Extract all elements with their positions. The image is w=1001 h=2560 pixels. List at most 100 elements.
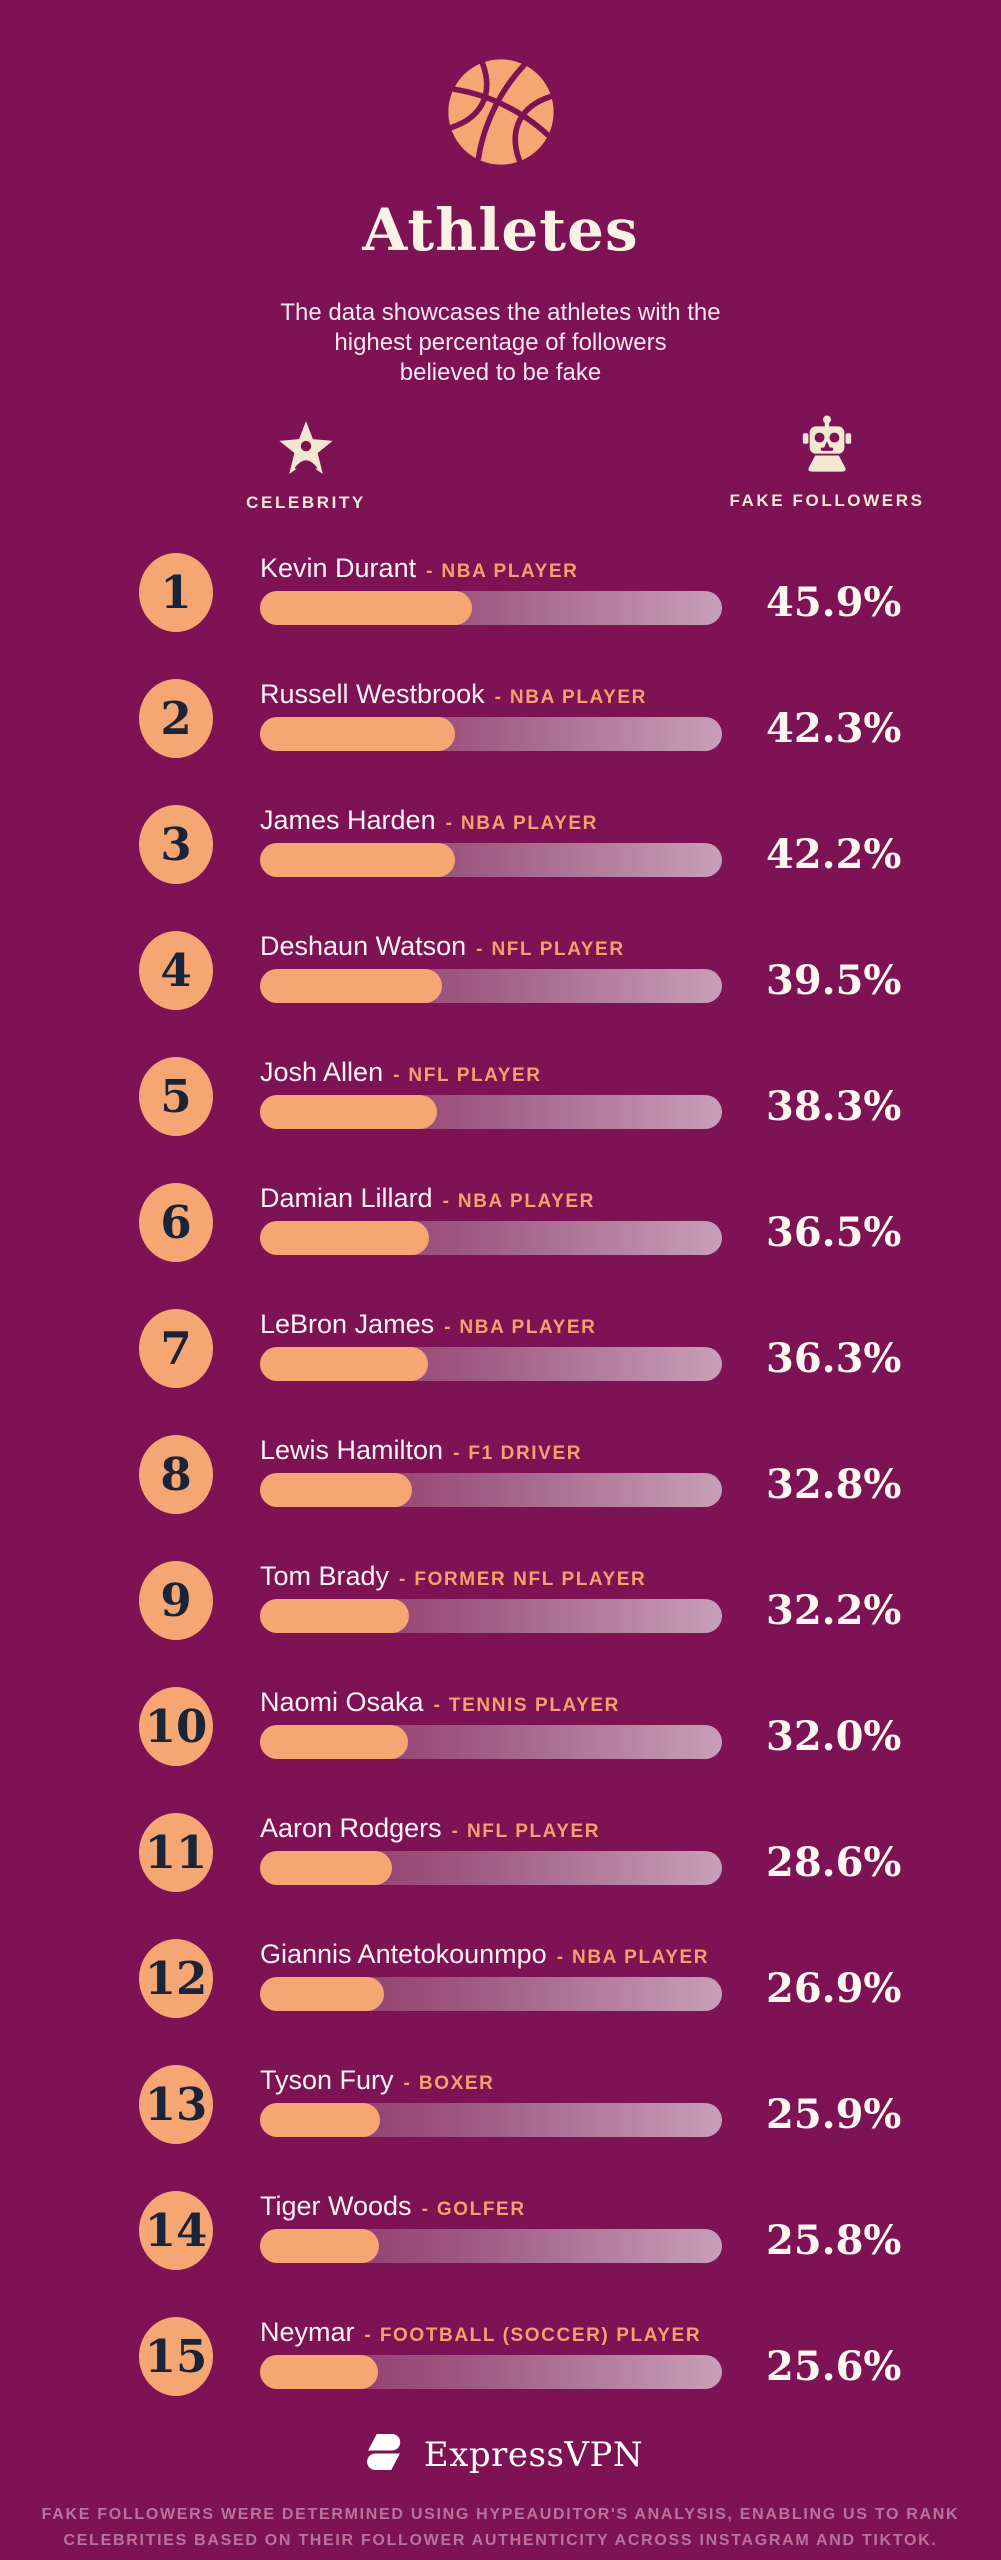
athlete-name: Damian Lillard xyxy=(260,1183,433,1213)
athlete-role: - NBA PLAYER xyxy=(557,1947,709,1969)
rank-badge: 1 xyxy=(139,553,213,632)
athlete-name-line: Aaron Rodgers - NFL PLAYER xyxy=(260,1813,722,1846)
name-role-separator: - xyxy=(399,1569,406,1590)
name-role-separator: - xyxy=(433,1695,440,1716)
athlete-role: - TENNIS PLAYER xyxy=(434,1695,620,1717)
page-subtitle: The data showcases the athletes with the… xyxy=(0,298,1001,388)
bar-track xyxy=(260,1473,722,1507)
athlete-name-line: Deshaun Watson - NFL PLAYER xyxy=(260,931,722,964)
athlete-name-line: Tom Brady - FORMER NFL PLAYER xyxy=(260,1561,722,1594)
athlete-name: James Harden xyxy=(260,805,436,835)
percentage-value: 36.5% xyxy=(766,1209,902,1256)
athlete-role: - NBA PLAYER xyxy=(446,813,598,835)
celebrity-column-header: CELEBRITY xyxy=(216,418,396,513)
name-role-separator: - xyxy=(442,1191,449,1212)
athlete-role: - NFL PLAYER xyxy=(476,939,625,961)
athlete-role-label: TENNIS PLAYER xyxy=(448,1695,620,1716)
athlete-row-main: Naomi Osaka - TENNIS PLAYER xyxy=(260,1687,722,1759)
rank-number: 4 xyxy=(160,944,192,997)
rank-badge: 9 xyxy=(139,1561,213,1640)
bar-track xyxy=(260,1977,722,2011)
athlete-name-line: James Harden - NBA PLAYER xyxy=(260,805,722,838)
athlete-role-label: NBA PLAYER xyxy=(441,561,579,582)
rank-number: 11 xyxy=(144,1826,208,1879)
athlete-name-line: Russell Westbrook - NBA PLAYER xyxy=(260,679,722,712)
name-role-separator: - xyxy=(453,1443,460,1464)
athlete-row: 14 Tiger Woods - GOLFER 25.8% xyxy=(139,2191,901,2270)
athlete-role: - FORMER NFL PLAYER xyxy=(399,1569,646,1591)
rank-badge: 13 xyxy=(139,2065,213,2144)
athlete-name-line: LeBron James - NBA PLAYER xyxy=(260,1309,722,1342)
rank-number: 15 xyxy=(144,2330,208,2383)
athlete-role-label: FOOTBALL (SOCCER) PLAYER xyxy=(379,2325,702,2346)
athlete-name: Aaron Rodgers xyxy=(260,1813,442,1843)
athlete-role: - FOOTBALL (SOCCER) PLAYER xyxy=(365,2325,702,2347)
athlete-row: 5 Josh Allen - NFL PLAYER 38.3% xyxy=(139,1057,901,1136)
athlete-name-line: Kevin Durant - NBA PLAYER xyxy=(260,553,722,586)
bar-track xyxy=(260,591,722,625)
rank-badge: 8 xyxy=(139,1435,213,1514)
bar-fill xyxy=(260,2355,379,2389)
athlete-row-main: Lewis Hamilton - F1 DRIVER xyxy=(260,1435,722,1507)
name-role-separator: - xyxy=(421,2199,428,2220)
athlete-role-label: NBA PLAYER xyxy=(509,687,647,708)
bar-track xyxy=(260,1347,722,1381)
name-role-separator: - xyxy=(393,1065,400,1086)
athlete-name-line: Giannis Antetokounmpo - NBA PLAYER xyxy=(260,1939,722,1972)
rank-number: 6 xyxy=(160,1196,192,1249)
rank-badge: 2 xyxy=(139,679,213,758)
athlete-ranking-list: 1 Kevin Durant - NBA PLAYER 45.9% 2 Russe… xyxy=(139,553,901,2443)
athlete-name: Naomi Osaka xyxy=(260,1687,424,1717)
athlete-row: 4 Deshaun Watson - NFL PLAYER 39.5% xyxy=(139,931,901,1010)
athlete-role: - NBA PLAYER xyxy=(426,561,578,583)
bar-fill xyxy=(260,591,473,625)
name-role-separator: - xyxy=(556,1947,564,1968)
athlete-name-line: Naomi Osaka - TENNIS PLAYER xyxy=(260,1687,722,1720)
rank-badge: 12 xyxy=(139,1939,213,2018)
rank-number: 13 xyxy=(144,2078,208,2131)
bar-fill xyxy=(260,1725,408,1759)
bar-fill xyxy=(260,1599,409,1633)
bar-track xyxy=(260,2229,722,2263)
athlete-row-main: Damian Lillard - NBA PLAYER xyxy=(260,1183,722,1255)
athlete-row: 15 Neymar - FOOTBALL (SOCCER) PLAYER 25.6… xyxy=(139,2317,901,2396)
rank-badge: 7 xyxy=(139,1309,213,1388)
celebrity-star-icon xyxy=(277,421,335,484)
percentage-value: 36.3% xyxy=(766,1335,902,1382)
athlete-row-main: Josh Allen - NFL PLAYER xyxy=(260,1057,722,1129)
athlete-name-line: Lewis Hamilton - F1 DRIVER xyxy=(260,1435,722,1468)
athlete-row-main: Aaron Rodgers - NFL PLAYER xyxy=(260,1813,722,1885)
athlete-row-main: Kevin Durant - NBA PLAYER xyxy=(260,553,722,625)
rank-badge: 5 xyxy=(139,1057,213,1136)
subtitle-line-1: The data showcases the athletes with the xyxy=(280,299,721,326)
bar-fill xyxy=(260,1095,437,1129)
athlete-role-label: NBA PLAYER xyxy=(457,1191,595,1212)
basketball-icon xyxy=(445,56,557,173)
disclaimer-line-1: FAKE FOLLOWERS WERE DETERMINED USING HYP… xyxy=(41,2506,960,2523)
page-title: Athletes xyxy=(362,196,639,264)
rank-badge: 14 xyxy=(139,2191,213,2270)
rank-badge: 6 xyxy=(139,1183,213,1262)
athlete-name-line: Tiger Woods - GOLFER xyxy=(260,2191,722,2224)
percentage-value: 32.8% xyxy=(766,1461,902,1508)
celebrity-column-label: CELEBRITY xyxy=(246,493,366,512)
athlete-role-label: NBA PLAYER xyxy=(459,1317,597,1338)
athlete-row: 7 LeBron James - NBA PLAYER 36.3% xyxy=(139,1309,901,1388)
athlete-name: Kevin Durant xyxy=(260,553,417,583)
bar-fill xyxy=(260,1977,385,2011)
athlete-role-label: NFL PLAYER xyxy=(408,1065,542,1086)
rank-number: 1 xyxy=(160,566,192,619)
athlete-row-main: Neymar - FOOTBALL (SOCCER) PLAYER xyxy=(260,2317,722,2389)
athlete-name-line: Tyson Fury - BOXER xyxy=(260,2065,722,2098)
athlete-row: 12 Giannis Antetokounmpo - NBA PLAYER 26.… xyxy=(139,1939,901,2018)
robot-icon xyxy=(796,415,858,482)
athlete-row-main: Tom Brady - FORMER NFL PLAYER xyxy=(260,1561,722,1633)
bar-track xyxy=(260,1221,722,1255)
bar-track xyxy=(260,1599,722,1633)
athlete-role: - NBA PLAYER xyxy=(443,1191,595,1213)
athlete-row: 13 Tyson Fury - BOXER 25.9% xyxy=(139,2065,901,2144)
athlete-role: - NBA PLAYER xyxy=(444,1317,596,1339)
athlete-name-line: Josh Allen - NFL PLAYER xyxy=(260,1057,722,1090)
percentage-value: 25.8% xyxy=(766,2217,902,2264)
bar-fill xyxy=(260,969,443,1003)
